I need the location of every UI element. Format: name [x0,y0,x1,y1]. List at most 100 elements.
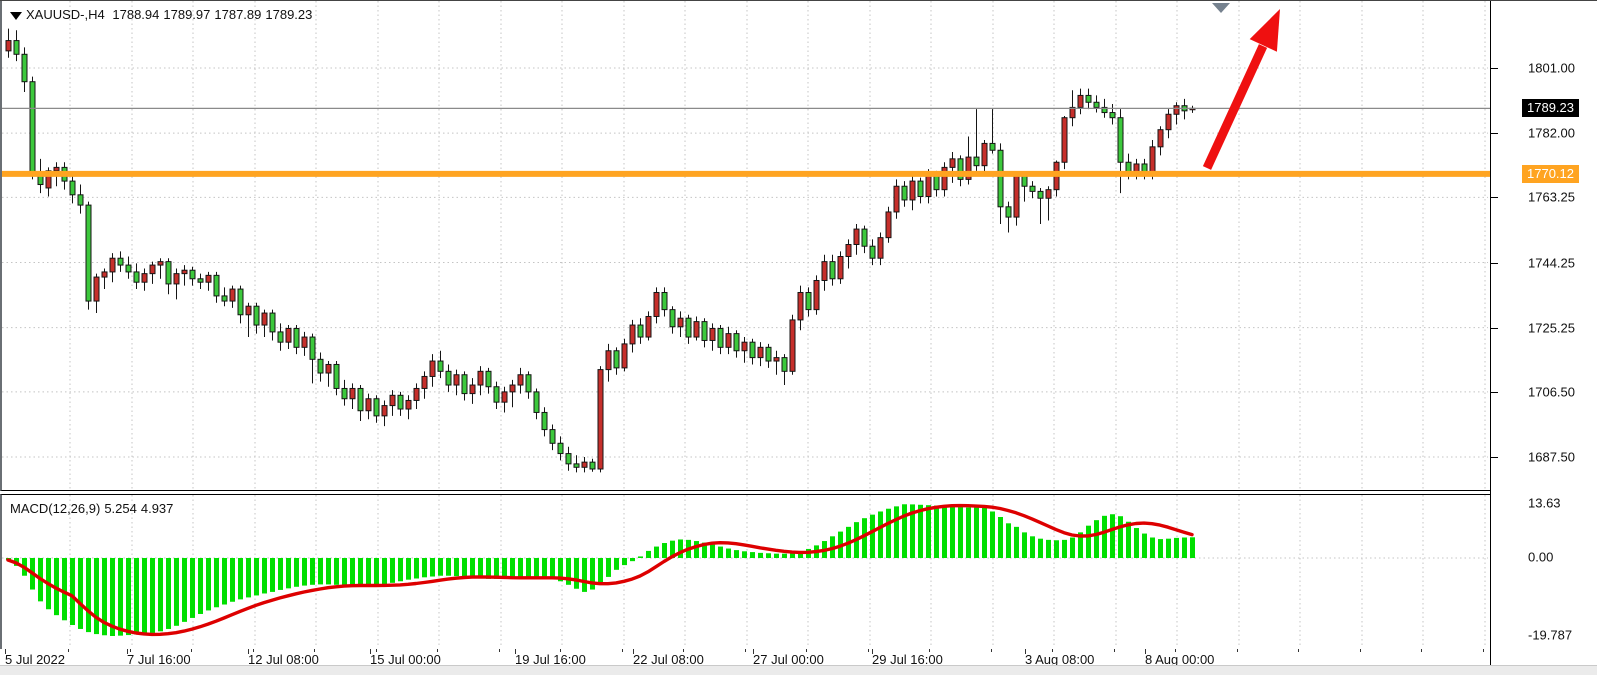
macd-histogram-bar [414,558,419,579]
macd-histogram-bar [766,553,771,558]
candle-bearish [717,327,724,348]
candle-bearish [1101,106,1108,114]
candle-bullish [1061,117,1068,163]
time-axis-tick [1025,649,1026,654]
price-axis-tick [1491,327,1498,329]
candle-bullish [845,244,852,258]
candle-bearish [805,291,812,311]
macd-histogram-bar [142,558,147,634]
candle-bullish [821,261,828,281]
trend-arrow-shaft[interactable] [1202,44,1268,170]
macd-histogram-bar [798,551,803,558]
price-scale[interactable]: 1789.23 1770.12 13.63 0.00 -19.787 1801.… [1490,1,1597,665]
candle-bullish [757,346,764,359]
macd-histogram-bar [926,505,931,558]
macd-histogram-bar [974,507,979,558]
macd-histogram-bar [118,558,123,636]
candle-bearish [613,350,620,369]
macd-histogram-bar [606,558,611,577]
candle-bullish [1045,189,1052,199]
candle-bullish [925,173,932,198]
time-axis-tick [437,649,438,652]
candle-bearish [973,156,980,167]
candle-bullish [981,142,988,167]
candle-bearish [525,374,532,393]
price-chart-canvas[interactable] [2,1,1491,490]
macd-histogram-bar [1046,539,1051,558]
main-chart-panel[interactable]: XAUUSD-,H4 1788.94 1789.97 1787.89 1789.23 [0,1,1491,491]
macd-histogram-bar [918,504,923,558]
candle-bullish [621,343,628,369]
candle-bearish [21,53,28,83]
symbol-period-label: XAUUSD-,H4 [26,7,105,22]
candle-bearish [829,261,836,280]
macd-histogram-bar [734,550,739,558]
macd-histogram-bar [326,558,331,585]
candle-bearish [29,81,36,175]
macd-histogram-bar [110,558,115,637]
time-axis-tick [1145,649,1146,654]
candle-bearish [485,370,492,388]
macd-histogram-bar [374,558,379,586]
chart-shift-marker-icon[interactable] [1212,3,1230,13]
price-axis-tick [1491,68,1498,69]
macd-histogram-bar [1038,538,1043,558]
macd-panel[interactable]: MACD(12,26,9) 5.254 4.937 [0,494,1491,650]
trend-arrow-head[interactable] [1249,9,1280,52]
macd-histogram-bar [678,539,683,558]
macd-histogram-bar [158,558,163,632]
candle-bullish [853,228,860,246]
macd-histogram-bar [382,558,387,585]
macd-histogram-bar [526,558,531,577]
macd-canvas[interactable] [2,495,1491,647]
candle-bearish [541,411,548,431]
ohlc-close: 1789.23 [265,7,313,22]
time-axis-tick [314,649,315,652]
candle-bullish [325,363,332,374]
macd-histogram-bar [782,553,787,558]
macd-histogram-bar [934,505,939,558]
candle-bullish [1165,113,1172,131]
time-axis-tick [1114,649,1115,652]
time-axis-tick [248,649,249,654]
candle-bearish [765,346,772,362]
time-axis-label: 8 Aug 00:00 [1145,652,1215,667]
candle-bullish [93,276,100,302]
price-axis-label: 1763.25 [1528,189,1575,205]
candle-bullish [141,273,148,283]
candle-bearish [1037,190,1044,199]
candle-bearish [869,245,876,259]
macd-histogram-bar [1158,539,1163,558]
candle-bearish [277,331,284,343]
macd-histogram-bar [1062,539,1067,558]
candle-bullish [285,327,292,343]
time-axis[interactable]: 5 Jul 2022 7 Jul 16:00 12 Jul 08:00 15 Jul … [0,649,1490,667]
macd-histogram-bar [558,558,563,582]
candle-bullish [101,271,108,278]
candle-bearish [317,358,324,374]
candle-bearish [957,158,964,180]
candle-bullish [245,305,252,316]
macd-histogram-bar [198,558,203,614]
macd-histogram-bar [566,558,571,585]
time-axis-tick [253,649,254,652]
symbol-dropdown-icon[interactable] [10,11,22,20]
candle-bullish [229,288,236,302]
macd-histogram-bar [1166,538,1171,558]
macd-histogram-bar [150,558,155,633]
time-axis-tick [1052,649,1053,652]
candle-bullish [429,360,436,377]
candle-bullish [813,279,820,311]
candle-bullish [837,256,844,280]
candle-bearish [293,327,300,348]
candle-bearish [997,149,1004,208]
candle-bullish [45,170,52,189]
candle-bullish [421,375,428,389]
macd-histogram-bar [790,553,795,558]
candle-bullish [181,269,188,275]
macd-histogram-bar [454,558,459,577]
macd-histogram-bar [278,558,283,590]
candle-bullish [517,374,524,386]
time-axis-tick [683,649,684,652]
macd-histogram-bar [742,551,747,558]
